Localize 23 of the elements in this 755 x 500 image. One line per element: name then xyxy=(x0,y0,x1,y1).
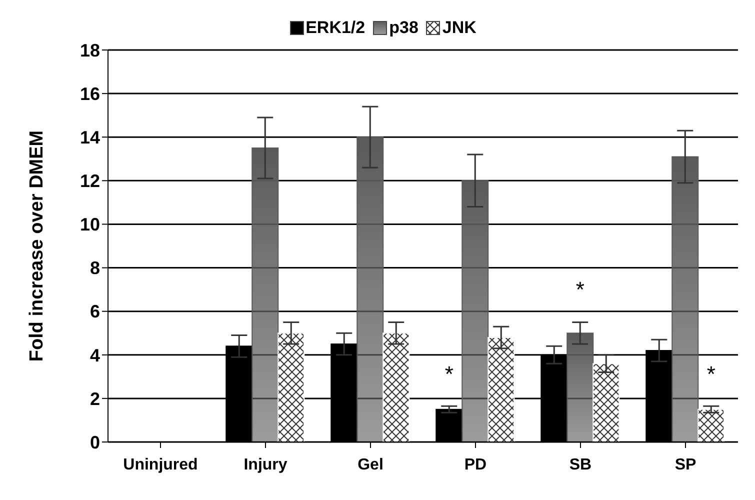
legend-label: ERK1/2 xyxy=(306,18,366,38)
x-tick-label: Uninjured xyxy=(123,456,198,474)
y-tick-label: 8 xyxy=(90,258,100,278)
y-tick-label: 18 xyxy=(80,40,100,60)
y-tick-label: 0 xyxy=(90,432,100,452)
y-tick-label: 6 xyxy=(90,302,100,322)
y-tick-label: 10 xyxy=(80,214,100,235)
y-tick-label: 2 xyxy=(90,388,100,409)
data-label: * xyxy=(576,277,585,302)
x-tick-label: PD xyxy=(464,456,487,474)
y-tick-label: 12 xyxy=(80,171,100,192)
y-tick-label: 4 xyxy=(90,345,100,366)
y-axis-title: Fold increase over DMEM xyxy=(26,130,48,362)
legend-label: JNK xyxy=(442,18,476,38)
x-tick-label: Injury xyxy=(244,456,288,474)
y-tick-label: 14 xyxy=(80,128,100,148)
y-tick-label: 16 xyxy=(80,84,100,104)
data-label: * xyxy=(706,362,716,387)
x-tick-label: SP xyxy=(674,456,696,474)
legend-label: p38 xyxy=(389,18,418,38)
data-label: * xyxy=(444,362,454,387)
x-tick-label: SB xyxy=(569,456,592,474)
x-tick-label: Gel xyxy=(358,456,384,474)
